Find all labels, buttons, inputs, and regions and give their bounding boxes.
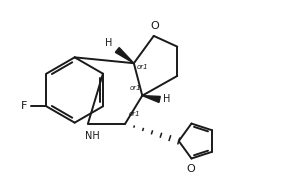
Polygon shape [142, 96, 160, 102]
Text: or1: or1 [136, 64, 148, 71]
Text: H: H [163, 94, 170, 104]
Text: H: H [105, 38, 113, 48]
Text: or1: or1 [129, 85, 141, 91]
Text: F: F [21, 101, 27, 111]
Text: O: O [187, 164, 195, 174]
Polygon shape [115, 48, 134, 63]
Text: or1: or1 [129, 111, 141, 116]
Text: NH: NH [85, 131, 100, 141]
Text: O: O [150, 21, 159, 31]
